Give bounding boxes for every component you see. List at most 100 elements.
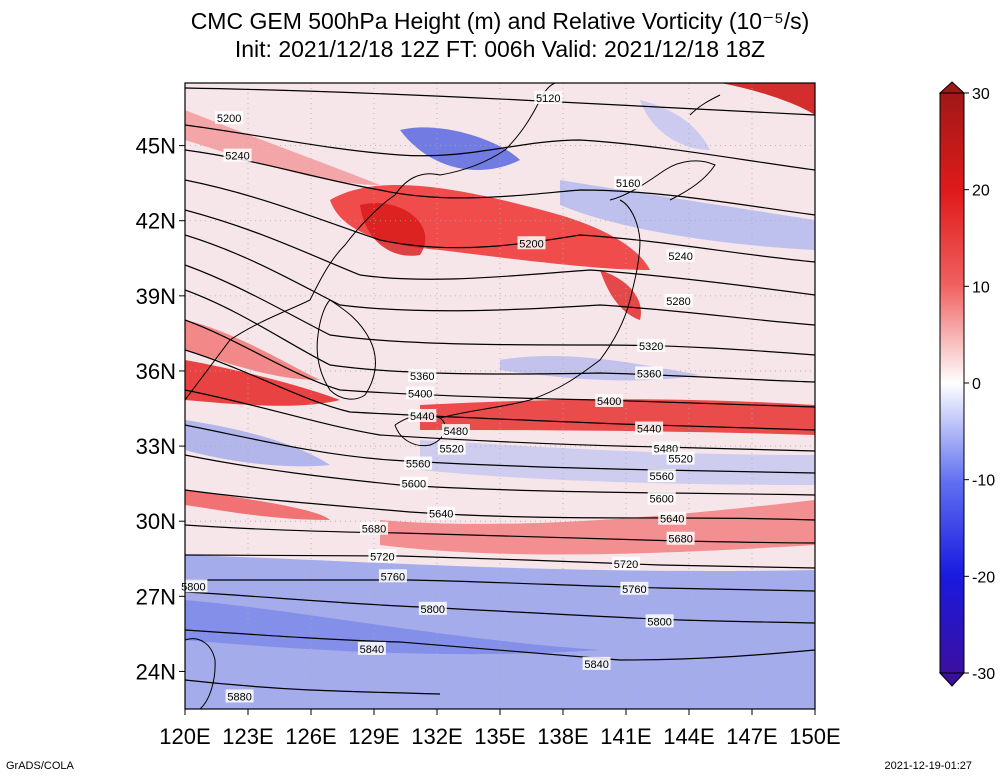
colorbar-label: -30 bbox=[972, 666, 995, 683]
lat-tick-label: 45N bbox=[136, 134, 176, 159]
map-title: CMC GEM 500hPa Height (m) and Relative V… bbox=[190, 8, 810, 34]
contour-label: 5680 bbox=[362, 524, 386, 536]
contour-label-background bbox=[418, 601, 447, 615]
contour-label: 5600 bbox=[649, 494, 673, 506]
colorbar-label: 10 bbox=[972, 279, 990, 296]
contour-label: 5240 bbox=[668, 251, 692, 263]
height-contours bbox=[185, 87, 815, 695]
lon-tick-label: 126E bbox=[285, 724, 336, 749]
contour-label-background bbox=[635, 421, 664, 435]
contour-label-background bbox=[368, 549, 397, 563]
lon-tick-label: 132E bbox=[411, 724, 462, 749]
contour-label: 5280 bbox=[666, 296, 690, 308]
contour-label: 5240 bbox=[225, 151, 249, 163]
lon-tick-label: 123E bbox=[222, 724, 273, 749]
contour-label-background bbox=[408, 368, 437, 382]
contour-label: 5720 bbox=[370, 551, 394, 563]
colorbar-label: -20 bbox=[972, 569, 995, 586]
contour-label: 5440 bbox=[637, 424, 661, 436]
software-credit: GrADS/COLA bbox=[6, 760, 74, 772]
contour-label-background bbox=[215, 111, 244, 125]
contour-label: 5840 bbox=[360, 644, 384, 656]
lat-tick-label: 33N bbox=[136, 434, 176, 459]
contour-label-background bbox=[179, 579, 208, 593]
contour-label-background bbox=[635, 366, 664, 380]
colorbar-label: 30 bbox=[972, 86, 990, 103]
latitude-axis: 45N 42N 39N 36N 33N 30N 27N 24N bbox=[136, 134, 185, 684]
lon-tick-label: 129E bbox=[348, 724, 399, 749]
contour-label-background bbox=[225, 689, 254, 703]
contour-label-background bbox=[645, 614, 674, 628]
contour-label-background bbox=[223, 148, 252, 162]
contour-label: 5400 bbox=[408, 388, 432, 400]
contour-label-background bbox=[614, 176, 643, 190]
contour-label-background bbox=[408, 409, 437, 423]
contour-label: 5360 bbox=[637, 368, 661, 380]
lon-tick-label: 120E bbox=[159, 724, 210, 749]
map-subtitle: Init: 2021/12/18 12Z FT: 006h Valid: 202… bbox=[234, 36, 766, 62]
render-timestamp: 2021-12-19-01:27 bbox=[884, 760, 972, 772]
contour-label: 5360 bbox=[410, 371, 434, 383]
contour-label-background bbox=[437, 441, 466, 455]
contour-label: 5560 bbox=[649, 471, 673, 483]
contour-label-background bbox=[357, 641, 386, 655]
contour-label: 5600 bbox=[402, 479, 426, 491]
vorticity-field bbox=[185, 83, 815, 709]
contour-label-background bbox=[399, 476, 428, 490]
contour-label: 5880 bbox=[227, 691, 251, 703]
contour-label: 5400 bbox=[597, 396, 621, 408]
contour-label: 5320 bbox=[639, 341, 663, 353]
contour-labels: 5120 5160 5200 5200 5240 5240 5280 5320 5360 5360… bbox=[179, 91, 695, 703]
contour-label-background bbox=[647, 491, 676, 505]
lat-tick-label: 30N bbox=[136, 509, 176, 534]
colorbar: 30 20 10 0 -10 -20 -30 bbox=[938, 81, 995, 687]
contour-label-background bbox=[517, 236, 546, 250]
contour-label: 5760 bbox=[622, 584, 646, 596]
contour-label: 5200 bbox=[217, 113, 241, 125]
lon-tick-label: 135E bbox=[474, 724, 525, 749]
contour-label-background bbox=[666, 451, 695, 465]
contour-label: 5760 bbox=[381, 571, 405, 583]
contour-label: 5640 bbox=[660, 514, 684, 526]
contour-label: 5720 bbox=[614, 559, 638, 571]
contour-label-background bbox=[404, 456, 433, 470]
contour-label-background bbox=[427, 506, 456, 520]
contour-label: 5840 bbox=[584, 659, 608, 671]
contour-label-background bbox=[651, 441, 680, 455]
contour-label: 5520 bbox=[668, 454, 692, 466]
colorbar-label: 0 bbox=[972, 376, 981, 393]
contour-label: 5680 bbox=[668, 534, 692, 546]
contour-label: 5560 bbox=[406, 459, 430, 471]
contour-label: 5640 bbox=[429, 509, 453, 521]
lat-tick-label: 24N bbox=[136, 659, 176, 684]
colorbar-label: 20 bbox=[972, 183, 990, 200]
contour-label-background bbox=[360, 521, 388, 535]
contour-label-background bbox=[664, 293, 693, 307]
contour-label: 5800 bbox=[421, 604, 445, 616]
contour-label: 5800 bbox=[647, 616, 671, 628]
lon-tick-label: 144E bbox=[663, 724, 714, 749]
contour-label-background bbox=[534, 91, 563, 105]
contour-label-background bbox=[647, 469, 676, 483]
contour-label-background bbox=[595, 394, 624, 408]
contour-label-background bbox=[582, 656, 611, 670]
lon-tick-label: 141E bbox=[600, 724, 651, 749]
lat-tick-label: 27N bbox=[136, 584, 176, 609]
lon-tick-label: 138E bbox=[537, 724, 588, 749]
lat-tick-label: 36N bbox=[136, 359, 176, 384]
contour-label: 5160 bbox=[616, 178, 640, 190]
lon-tick-label: 150E bbox=[789, 724, 840, 749]
lat-tick-label: 39N bbox=[136, 284, 176, 309]
contour-label: 5480 bbox=[444, 426, 468, 438]
contour-label: 5440 bbox=[410, 411, 434, 423]
lon-tick-label: 147E bbox=[726, 724, 777, 749]
contour-label: 5200 bbox=[519, 238, 543, 250]
contour-label-background bbox=[620, 581, 649, 595]
contour-label-background bbox=[378, 569, 407, 583]
contour-label: 5800 bbox=[181, 581, 205, 593]
contour-label-background bbox=[441, 424, 470, 438]
contour-label-background bbox=[406, 386, 435, 400]
contour-label: 5520 bbox=[439, 444, 463, 456]
contour-label-background bbox=[666, 248, 695, 262]
